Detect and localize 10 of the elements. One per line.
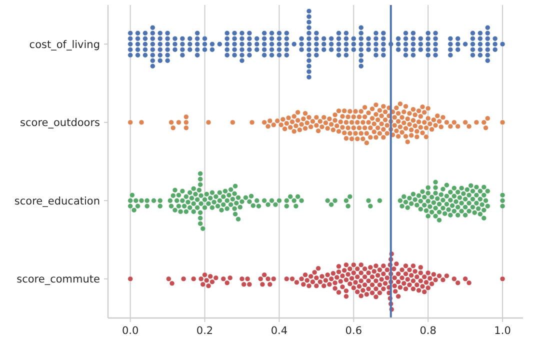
y-tick-label: score_commute bbox=[16, 274, 100, 286]
y-tick-label: cost_of_living bbox=[29, 38, 100, 51]
x-tick-label: 0.8 bbox=[420, 325, 436, 337]
x-tick-label: 0.2 bbox=[196, 325, 214, 337]
y-tick-label: score_education bbox=[14, 195, 100, 208]
x-tick-label: 0.6 bbox=[345, 325, 362, 337]
x-tick-label: 1.0 bbox=[494, 325, 511, 337]
x-tick-label: 0.0 bbox=[122, 325, 139, 337]
y-tick-label: score_outdoors bbox=[20, 117, 100, 130]
x-tick-label: 0.4 bbox=[270, 325, 288, 337]
